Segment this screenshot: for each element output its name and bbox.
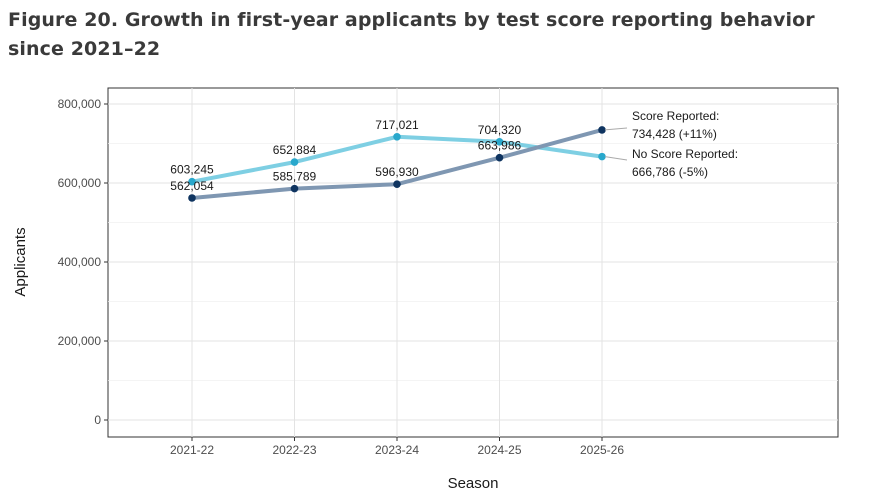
end-label-leader: [604, 127, 628, 131]
y-tick-label: 400,000: [58, 255, 102, 269]
series-layer: [188, 126, 606, 202]
y-axis-title: Applicants: [12, 227, 29, 296]
x-axis-title: Season: [448, 475, 499, 492]
data-point: [393, 180, 401, 189]
data-label: 603,245: [170, 163, 214, 177]
y-tick-label: 200,000: [58, 334, 102, 348]
y-tick-label: 600,000: [58, 176, 102, 190]
x-tick-label: 2021-22: [170, 443, 214, 457]
data-point: [495, 137, 504, 146]
data-point: [598, 126, 606, 134]
data-label: 663,986: [478, 139, 522, 153]
data-label: 596,930: [375, 165, 419, 179]
labels-layer: 603,245 652,884 717,021 704,320 562,054 585,7…: [170, 109, 738, 193]
x-tick-label: 2023-24: [375, 443, 419, 457]
grid-lines: [108, 88, 838, 437]
data-point: [290, 158, 299, 166]
data-label: 704,320: [478, 123, 522, 137]
data-label: 717,021: [375, 118, 419, 132]
data-point: [188, 194, 196, 202]
data-label: 585,789: [273, 170, 317, 184]
axes: 0 200,000 400,000 600,000 800,000 2021-22 2022…: [58, 97, 625, 457]
y-tick-label: 0: [94, 413, 101, 427]
data-point: [495, 153, 504, 162]
end-label-value: 666,786 (-5%): [632, 165, 708, 179]
x-tick-label: 2025-26: [580, 443, 624, 457]
data-label: 562,054: [170, 179, 214, 193]
x-tick-label: 2022-23: [272, 443, 316, 457]
figure-title: Figure 20. Growth in first-year applican…: [8, 9, 815, 60]
end-label-name: No Score Reported:: [632, 147, 738, 161]
y-tick-label: 800,000: [58, 97, 102, 111]
end-label-value: 734,428 (+11%): [632, 127, 717, 141]
x-tick-label: 2024-25: [477, 443, 521, 457]
end-label-name: Score Reported:: [632, 109, 719, 123]
end-label-leader: [604, 156, 628, 161]
data-point: [393, 132, 401, 141]
data-point: [290, 184, 299, 193]
data-point: [188, 177, 196, 186]
data-label: 652,884: [273, 143, 317, 157]
data-point: [598, 152, 606, 161]
